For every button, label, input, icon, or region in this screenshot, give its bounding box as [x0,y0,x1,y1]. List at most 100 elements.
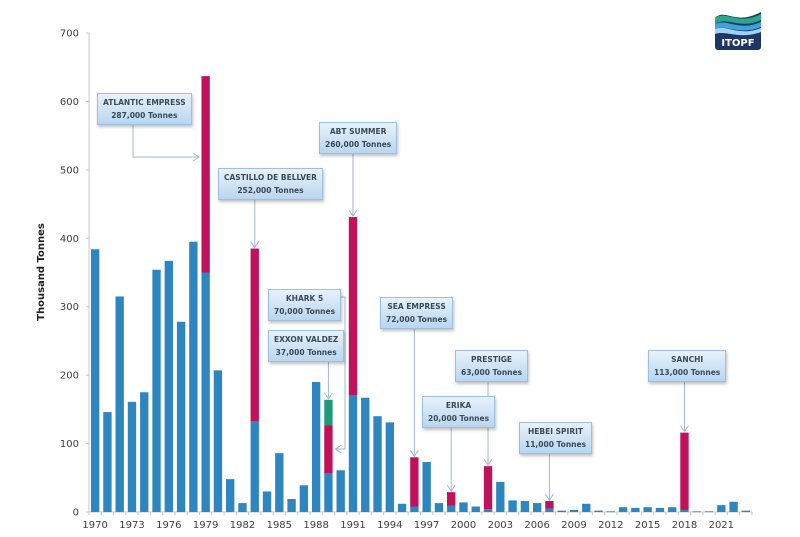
arrow-head-icon [192,152,200,162]
bar-other-2023 [741,510,751,512]
bar-other-1980 [213,370,223,512]
bar-incident-2018 [680,432,689,510]
bar-other-1995 [397,503,407,512]
bars [90,76,751,513]
bar-other-1994 [385,422,394,512]
bar-other-2004 [508,500,517,512]
bar-other-1989 [324,472,333,512]
bar-other-2000 [459,502,468,512]
bar-other-1993 [373,416,382,512]
callout-amount: 287,000 Tonnes [111,111,178,120]
callout-amount: 260,000 Tonnes [325,140,392,149]
y-axis: 0 100 200 300 400 500 600 700 [60,29,90,519]
bar-other-2018 [680,509,689,512]
bar-other-1976 [164,260,173,512]
x-tick-label: 2015 [635,520,660,531]
bar-other-2020 [704,511,714,513]
callout-sea-empress: SEA EMPRESS 72,000 Tonnes [380,297,454,329]
bar-other-2010 [582,503,591,512]
callout-vessel-name: EXXON VALDEZ [274,335,339,344]
callout-khark-5: KHARK 5 70,000 Tonnes [268,289,342,321]
callout-exxon-valdez: EXXON VALDEZ 37,000 Tonnes [268,330,345,362]
callout-amount: 63,000 Tonnes [461,368,523,377]
callout-vessel-name: HEBEI SPIRIT [528,427,584,436]
bar-other-1987 [299,485,309,512]
callout-prestige: PRESTIGE 63,000 Tonnes [455,350,529,382]
x-tick-label: 2003 [488,520,513,531]
arrow-head-icon [409,449,419,458]
callout-erika: ERIKA 20,000 Tonnes [422,396,496,428]
y-tick-label: 200 [60,371,79,382]
bar-other-1997 [422,462,431,512]
x-tick-label: 1970 [82,520,107,531]
arrow-head-icon [250,241,260,249]
bar-other-2006 [532,503,542,512]
bar-other-2012 [606,511,615,513]
callout-vessel-name: ERIKA [445,401,472,410]
wave-logo-icon: ITOPF [715,4,761,50]
bar-other-1973 [127,401,137,512]
bar-other-2015 [643,507,652,512]
bar-other-1991 [348,394,358,512]
callout-vessel-name: SEA EMPRESS [387,302,446,311]
bar-other-2013 [618,507,628,512]
callout-amount: 37,000 Tonnes [275,348,337,357]
bar-other-1974 [140,392,149,512]
bar-other-1992 [361,397,370,512]
y-tick-label: 0 [73,508,79,519]
arrow-line [335,296,346,450]
x-tick-label: 2018 [672,520,697,531]
y-tick-label: 500 [60,165,79,176]
bar-other-1972 [115,296,124,512]
callout-vessel-name: ABT SUMMER [329,127,387,136]
x-tick-label: 1973 [119,520,144,531]
arrow-head-icon [483,458,493,467]
callout-atlantic-empress: ATLANTIC EMPRESS 287,000 Tonnes [97,93,192,125]
arrow-head-icon [545,493,554,501]
bar-other-1983 [250,420,259,512]
arrow-head-icon [680,425,689,433]
bar-other-1986 [287,498,296,512]
bar-other-2014 [631,507,640,512]
callout-amount: 252,000 Tonnes [237,186,304,195]
bar-other-1975 [152,269,161,512]
bar-other-1978 [189,241,198,512]
y-tick-label: 100 [60,439,79,450]
bar-other-2016 [655,507,665,512]
callout-amount: 70,000 Tonnes [274,307,336,316]
callout-vessel-name: ATLANTIC EMPRESS [103,98,186,107]
x-tick-label: 2012 [598,520,623,531]
x-tick-label: 1985 [267,520,292,531]
bar-incident-2002 [483,466,493,510]
bar-other-2008 [557,510,566,512]
y-axis-label: Thousand Tonnes [36,223,47,321]
x-tick-label: 1982 [230,520,255,531]
bar-incident-1991 [348,217,358,395]
bar-incident-1989 [324,425,333,473]
callout-arrows [132,125,689,501]
callout-sanchi: SANCHI 113,000 Tonnes [648,350,727,382]
callout-amount: 20,000 Tonnes [428,414,490,423]
bar-other-1982 [238,503,247,512]
bar-other-1984 [262,491,272,512]
arrow-head-icon [348,209,358,217]
y-tick-label: 300 [60,302,79,313]
bar-other-2003 [496,481,505,512]
bar-other-2001 [471,506,480,512]
arrow-line [132,125,199,158]
callout-abt-summer: ABT SUMMER 260,000 Tonnes [319,122,398,154]
callout-amount: 72,000 Tonnes [386,315,448,324]
bar-other-1999 [447,505,456,512]
callout-castillo-de-bellver: CASTILLO DE BELLVER 252,000 Tonnes [218,168,323,200]
bar-incident-1983 [250,248,259,421]
callout-vessel-name: CASTILLO DE BELLVER [224,173,317,182]
y-tick-label: 700 [60,29,79,40]
itopf-logo: ITOPF [715,4,761,50]
bar-other-1990 [336,470,345,512]
x-tick-label: 2000 [451,520,476,531]
x-tick-label: 1988 [303,520,328,531]
bar-other-2002 [483,509,493,512]
x-tick-label: 2021 [709,520,734,531]
y-tick-label: 600 [60,97,79,108]
